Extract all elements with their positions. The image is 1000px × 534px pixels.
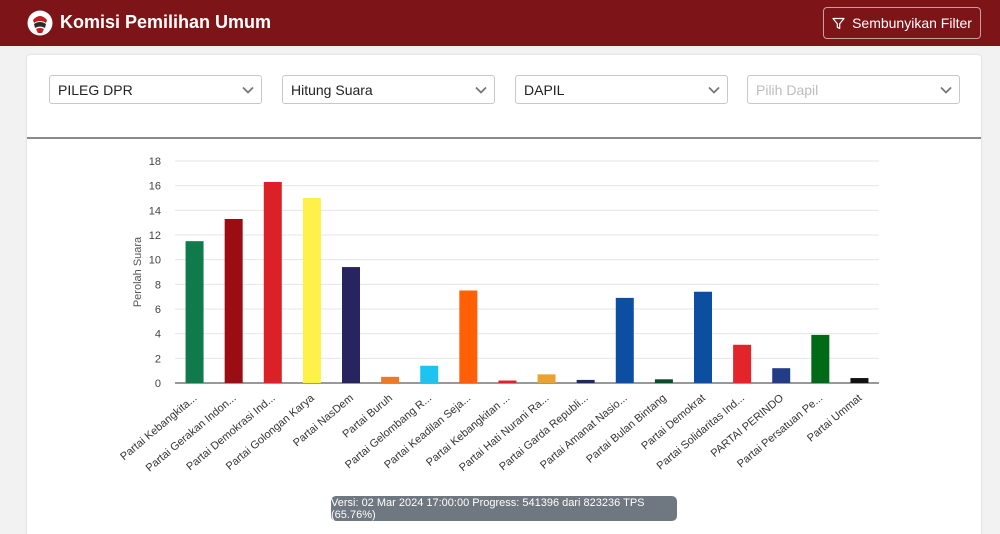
hide-filter-button[interactable]: Sembunyikan Filter bbox=[823, 7, 981, 39]
dapil-select[interactable]: Pilih Dapil bbox=[747, 75, 960, 104]
bar bbox=[850, 378, 869, 383]
bar bbox=[615, 297, 634, 383]
region-select[interactable]: DAPIL bbox=[515, 75, 728, 104]
hide-filter-label: Sembunyikan Filter bbox=[852, 15, 972, 31]
y-tick-label: 18 bbox=[149, 156, 161, 168]
y-tick-label: 12 bbox=[149, 230, 161, 242]
dapil-select-placeholder: Pilih Dapil bbox=[756, 81, 819, 98]
mode-select[interactable]: Hitung Suara bbox=[282, 75, 495, 104]
bar bbox=[772, 368, 791, 383]
bar bbox=[381, 376, 400, 383]
bar bbox=[224, 218, 243, 383]
bar bbox=[654, 379, 673, 383]
bar bbox=[302, 198, 321, 383]
chevron-down-icon bbox=[940, 86, 952, 94]
y-tick-label: 6 bbox=[155, 304, 161, 316]
bar bbox=[342, 267, 360, 383]
bar bbox=[576, 379, 595, 383]
chevron-down-icon bbox=[242, 86, 254, 94]
election-select[interactable]: PILEG DPR bbox=[49, 75, 262, 104]
version-progress-badge: Versi: 02 Mar 2024 17:00:00 Progress: 54… bbox=[331, 496, 677, 521]
top-bar: Komisi Pemilihan Umum Sembunyikan Filter bbox=[0, 0, 1000, 46]
filter-icon bbox=[832, 17, 845, 29]
chevron-down-icon bbox=[475, 86, 487, 94]
bar bbox=[537, 374, 556, 383]
bar bbox=[811, 334, 830, 383]
bar bbox=[263, 181, 282, 383]
bar bbox=[694, 291, 712, 383]
bar bbox=[733, 344, 752, 383]
kpu-logo-icon bbox=[27, 10, 53, 36]
y-tick-label: 14 bbox=[149, 205, 161, 217]
app-title: Komisi Pemilihan Umum bbox=[60, 12, 272, 32]
y-tick-label: 10 bbox=[149, 255, 161, 267]
y-tick-label: 0 bbox=[155, 378, 161, 390]
filter-bar: PILEG DPR Hitung Suara DAPIL Pilih Dapil bbox=[27, 55, 981, 139]
bar bbox=[185, 241, 204, 383]
chevron-down-icon bbox=[708, 86, 720, 94]
y-axis-label: Perolah Suara bbox=[132, 236, 144, 307]
y-tick-label: 16 bbox=[149, 181, 161, 193]
bar bbox=[420, 365, 439, 383]
election-select-value: PILEG DPR bbox=[58, 81, 133, 98]
mode-select-value: Hitung Suara bbox=[291, 81, 373, 98]
region-select-value: DAPIL bbox=[524, 81, 565, 98]
bar bbox=[498, 380, 517, 383]
main-card: PILEG DPR Hitung Suara DAPIL Pilih Dapil… bbox=[27, 55, 981, 534]
y-tick-label: 2 bbox=[155, 353, 161, 365]
bar bbox=[459, 290, 478, 383]
y-tick-label: 4 bbox=[155, 329, 161, 341]
y-tick-label: 8 bbox=[155, 279, 161, 291]
